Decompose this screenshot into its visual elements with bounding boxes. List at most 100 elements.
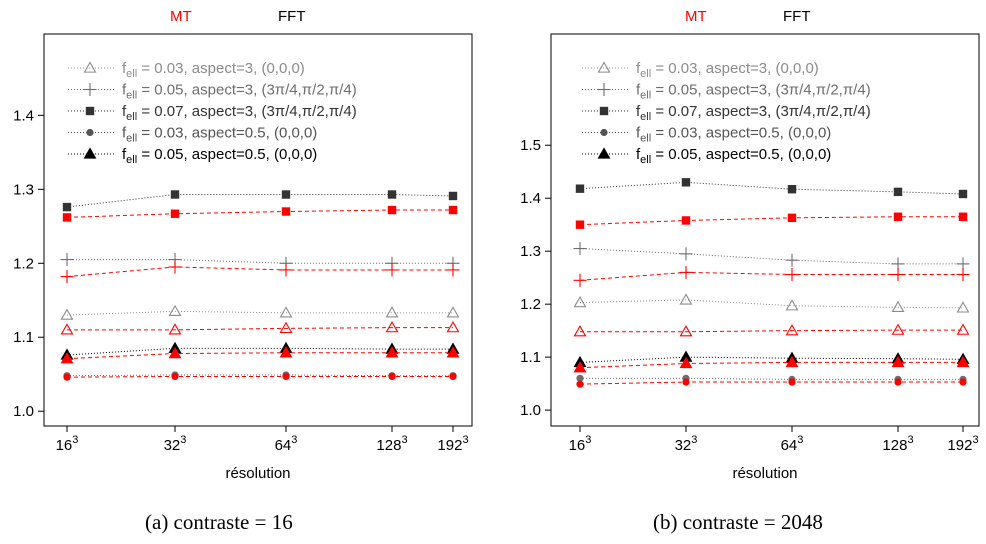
data-point: [575, 220, 585, 229]
header-mt-label: MT: [170, 8, 192, 25]
series-mt-circle: [576, 378, 967, 388]
x-tick-label: 163: [56, 434, 79, 454]
legend-entry-1: fell = 0.03, aspect=3, (0,0,0): [636, 60, 819, 80]
series-line: [579, 299, 964, 309]
data-point: [679, 356, 693, 369]
x-tick-label: 1283: [376, 434, 407, 454]
legend-marker-triangle: [83, 147, 97, 159]
data-point: [575, 184, 585, 193]
header-fft-label: FFT: [783, 8, 811, 25]
data-point: [62, 202, 72, 212]
series-line: [579, 248, 963, 265]
data-point: [573, 361, 587, 373]
series-fft-triangle: [573, 350, 970, 368]
series-line: [580, 329, 963, 333]
series-line: [66, 266, 453, 278]
legend-entry-5: fell = 0.05, aspect=0.5, (0,0,0): [636, 146, 831, 166]
data-point: [446, 346, 460, 358]
data-point: [679, 293, 693, 305]
y-tick-label: 1.2: [520, 296, 541, 313]
data-point: [894, 378, 902, 386]
data-point: [388, 372, 396, 381]
legend-entry-2: fell = 0.05, aspect=3, (3π/4,π/2,π/4): [636, 82, 871, 102]
data-point: [387, 205, 397, 215]
y-tick-label: 1.3: [520, 243, 541, 260]
data-point: [891, 355, 905, 368]
data-point: [785, 299, 799, 311]
data-point: [893, 212, 903, 221]
series-mt-triangle-open: [573, 323, 970, 337]
data-point: [956, 355, 970, 368]
header-fft-label: FFT: [278, 8, 306, 25]
data-point: [893, 187, 903, 197]
data-point: [279, 306, 293, 318]
data-point: [785, 267, 799, 281]
series-fft-circle: [63, 371, 457, 380]
series-mt-triangle-open: [60, 321, 460, 335]
caption-left: (a) contraste = 16: [145, 510, 293, 534]
y-tick-label: 1.4: [13, 107, 34, 124]
data-point: [679, 247, 693, 261]
data-point: [282, 372, 290, 381]
legend-panel-1: fell = 0.03, aspect=3, (0,0,0)fell = 0.0…: [68, 60, 357, 166]
x-tick-label: 1283: [882, 434, 913, 454]
data-point: [785, 324, 799, 336]
chart-panel-2: MT FFT 1.0 1.1 1.2 1.3 1.4 1.5 163 323 643 1283 1923…: [520, 8, 980, 482]
legend-marker-circle: [600, 128, 608, 137]
data-point: [956, 267, 970, 281]
data-point: [891, 323, 905, 335]
data-point: [785, 355, 799, 368]
legend-marker-triangle-open: [597, 61, 611, 73]
data-point: [168, 346, 182, 359]
legend-marker-circle: [86, 128, 94, 137]
legend-entry-4: fell = 0.03, aspect=0.5, (0,0,0): [122, 125, 317, 145]
legend-panel-2: fell = 0.03, aspect=3, (0,0,0)fell = 0.0…: [582, 60, 871, 166]
data-point: [387, 190, 397, 199]
x-tick-label: 1923: [947, 434, 978, 454]
data-point: [170, 190, 180, 199]
data-point: [279, 263, 293, 277]
legend-entry-4: fell = 0.03, aspect=0.5, (0,0,0): [636, 125, 831, 145]
series-mt-circle: [63, 372, 457, 381]
data-point: [168, 323, 182, 335]
legend-marker-plus: [597, 83, 611, 96]
data-point: [576, 380, 584, 388]
data-point: [681, 178, 691, 187]
data-point: [959, 378, 967, 386]
data-point: [60, 270, 74, 284]
series-fft-triangle-open: [573, 293, 970, 313]
data-point: [956, 323, 970, 335]
series-line: [579, 356, 964, 363]
series-mt-triangle: [573, 355, 970, 373]
data-point: [168, 260, 182, 274]
data-point: [681, 216, 691, 225]
data-point: [785, 253, 799, 267]
data-point: [573, 273, 587, 287]
series-fft-triangle-open: [60, 304, 460, 320]
y-tick-label: 1.0: [520, 402, 541, 419]
data-point: [385, 263, 399, 277]
data-point: [170, 209, 180, 218]
data-point: [60, 308, 74, 320]
caption-right: (b) contraste = 2048: [653, 510, 823, 534]
data-point: [279, 346, 293, 358]
legend-entry-5: fell = 0.05, aspect=0.5, (0,0,0): [122, 146, 317, 166]
y-tick-label: 1.4: [520, 190, 541, 207]
legend-marker-triangle-open: [83, 61, 97, 73]
data-point: [168, 304, 182, 317]
series-mt-triangle: [60, 346, 460, 364]
data-point: [679, 325, 693, 337]
header-mt-label: MT: [685, 8, 707, 25]
legend-marker-square: [599, 106, 609, 116]
y-tick-label: 1.0: [13, 403, 34, 420]
data-point: [958, 189, 968, 199]
x-tick-label: 643: [781, 434, 804, 454]
series-fft-square: [575, 178, 968, 199]
plot-frame: [43, 33, 473, 427]
series-line: [579, 361, 963, 369]
y-tick-label: 1.2: [13, 255, 34, 272]
series-fft-plus: [60, 253, 460, 270]
data-point: [63, 373, 71, 381]
series-fft-square: [62, 190, 458, 212]
